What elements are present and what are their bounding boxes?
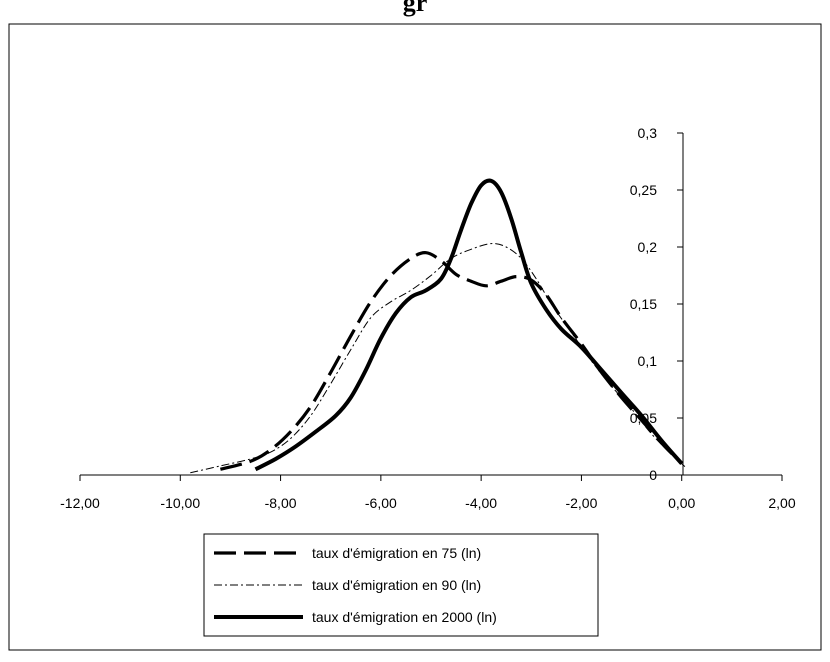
legend-label-2: taux d'émigration en 90 (ln) xyxy=(312,577,481,593)
x-tick-label: -2,00 xyxy=(565,495,597,511)
y-tick-label: 0,1 xyxy=(638,353,658,369)
clipped-title-text: gr xyxy=(402,0,428,17)
clipped-title: gr xyxy=(0,0,830,28)
y-tick-label: 0,2 xyxy=(638,239,658,255)
chart-area-border xyxy=(8,23,822,651)
x-tick-label: 0,00 xyxy=(668,495,695,511)
axes: -12,00 -10,00 -8,00 -6,00 -4,00 -2,00 0,00 2,00… xyxy=(60,125,796,511)
series-line-2 xyxy=(190,243,688,474)
y-tick-label: 0,3 xyxy=(638,125,658,141)
y-tick-label: 0,15 xyxy=(630,296,657,312)
legend-label-3: taux d'émigration en 2000 (ln) xyxy=(312,609,497,625)
x-tick-label: -12,00 xyxy=(60,495,100,511)
x-tick-label: -10,00 xyxy=(160,495,200,511)
series-layer xyxy=(190,178,688,474)
legend: taux d'émigration en 75 (ln) taux d'émigr… xyxy=(203,533,599,637)
x-tick-label: -4,00 xyxy=(465,495,497,511)
series-line-1 xyxy=(219,251,683,471)
x-tick-label: -8,00 xyxy=(265,495,297,511)
y-tick-label: 0,25 xyxy=(630,182,657,198)
series-line-3 xyxy=(254,178,684,472)
x-tick-label: -6,00 xyxy=(365,495,397,511)
legend-label-1: taux d'émigration en 75 (ln) xyxy=(312,545,481,561)
y-tick-label: 0 xyxy=(649,467,657,483)
x-tick-label: 2,00 xyxy=(768,495,795,511)
